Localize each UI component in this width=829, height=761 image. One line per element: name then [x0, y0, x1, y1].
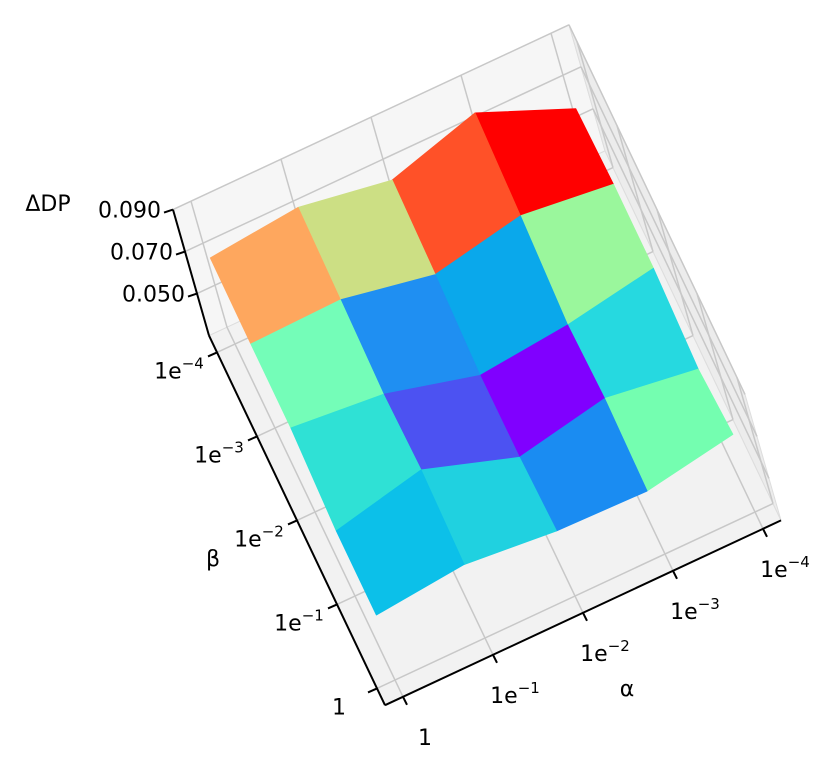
grid-line [376, 502, 774, 690]
grid-line [592, 108, 770, 479]
x-tick [582, 612, 588, 622]
y-tick-label: 1e−3 [194, 438, 244, 469]
grid-line [656, 209, 694, 336]
grid-line [568, 24, 746, 395]
x-tick [492, 654, 498, 664]
y-axis-label: β [206, 547, 220, 572]
z-axis-label: ΔDP [25, 192, 70, 217]
y-tick [287, 519, 298, 526]
y-tick-label: 1 [332, 695, 346, 720]
grid-line [172, 24, 570, 211]
z-tick [163, 208, 174, 214]
y-tick [207, 351, 218, 358]
x-tick-label: 1e−4 [760, 552, 810, 583]
y-tick-label: 1e−4 [154, 354, 204, 385]
x-tick [762, 528, 768, 538]
surface-patch [335, 469, 465, 616]
z-tick-label: 0.070 [110, 241, 173, 266]
z-axis-line [172, 209, 210, 336]
z-tick [187, 292, 198, 298]
x-tick [402, 696, 408, 706]
y-tick [367, 687, 378, 694]
y-tick [327, 603, 338, 610]
x-tick-label: 1e−3 [670, 594, 720, 625]
x-tick [672, 570, 678, 580]
grid-line [616, 125, 654, 252]
grid-line [576, 41, 614, 168]
x-axis-label: α [620, 677, 635, 702]
grid-line [184, 66, 582, 253]
y-tick [247, 435, 258, 442]
z-tick-label: 0.090 [98, 199, 161, 224]
y-tick-label: 1e−2 [234, 522, 284, 553]
y-tick-label: 1e−1 [274, 606, 324, 637]
grid-line [190, 200, 228, 328]
x-tick-label: 1e−1 [490, 678, 540, 709]
z-tick [175, 250, 186, 256]
x-tick-label: 1 [418, 726, 432, 751]
grid-line [736, 377, 774, 504]
z-tick-label: 0.050 [122, 283, 185, 308]
grid-line [580, 66, 758, 437]
x-tick-label: 1e−2 [580, 636, 630, 667]
grid-line [696, 293, 734, 420]
